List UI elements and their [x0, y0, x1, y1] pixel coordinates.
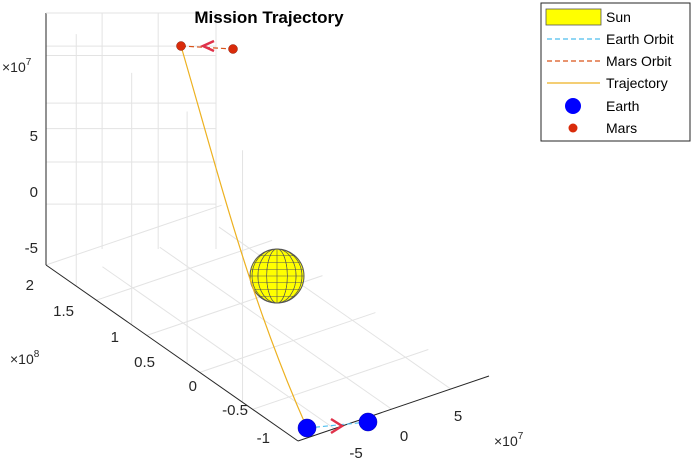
y-tick-label-4: 1 — [111, 329, 119, 346]
plot-series — [176, 39, 378, 438]
chart-title: Mission Trajectory — [194, 8, 344, 27]
legend-box — [540, 2, 691, 142]
y-tick-label-3: 0.5 — [134, 354, 155, 371]
earth-orbit-line — [306, 421, 369, 429]
legend-entry-sun: Sun — [545, 8, 631, 26]
y-tick-label-1: -0.5 — [222, 402, 248, 419]
y-tick-label-2: 0 — [189, 378, 197, 395]
legend-label: Sun — [606, 9, 631, 25]
x-multiplier-base: ×10 — [494, 433, 518, 449]
legend-entry-earth: Earth — [565, 98, 639, 114]
earth-marker-start — [297, 418, 317, 438]
grid-line-floor-y-3 — [96, 239, 273, 301]
z-axis-multiplier: ×107 — [2, 57, 32, 75]
y-multiplier-exponent: 8 — [34, 349, 40, 360]
tick-labels: -5 0 5 -1 -0.5 0 0.5 1 1.5 2 -5 0 5 — [25, 128, 463, 462]
x-axis-line — [297, 375, 490, 442]
z-multiplier-base: ×10 — [2, 59, 26, 75]
grid-line-floor-y-4 — [45, 204, 222, 266]
legend-swatch — [565, 98, 581, 114]
y-tick-label-6: 2 — [26, 277, 34, 294]
legend: Sun Earth Orbit Mars Orbit Trajectory Earth M… — [540, 2, 691, 142]
grid-line-floor-x-2 — [218, 226, 452, 390]
mars-direction-arrow — [199, 39, 215, 53]
z-tick-label-2: 5 — [30, 128, 38, 145]
y-axis-line — [45, 264, 299, 442]
x-tick-label-1: 0 — [400, 428, 408, 445]
legend-label: Mars Orbit — [606, 53, 671, 69]
x-axis-multiplier: ×107 — [494, 431, 524, 449]
legend-swatch — [545, 8, 602, 26]
trajectory-line — [180, 45, 308, 429]
grid-line-floor-y-0 — [252, 349, 429, 410]
legend-entry-mars-orbit: Mars Orbit — [547, 53, 671, 69]
x-multiplier-exponent: 7 — [518, 431, 524, 442]
y-tick-label-0: -1 — [257, 430, 270, 447]
x-tick-label-0: -5 — [349, 445, 362, 462]
y-multiplier-base: ×10 — [10, 351, 34, 367]
mars-marker-start — [176, 41, 186, 51]
sun-sphere — [249, 248, 305, 304]
y-tick-label-5: 1.5 — [53, 303, 74, 320]
legend-label: Earth — [606, 98, 639, 114]
mars-marker-end — [228, 44, 238, 54]
earth-marker-end — [358, 412, 378, 432]
z-multiplier-exponent: 7 — [26, 57, 32, 68]
earth-direction-arrow — [330, 417, 345, 435]
grid-line-floor-x-1 — [159, 246, 392, 410]
legend-label: Mars — [606, 120, 637, 136]
legend-entry-mars: Mars — [568, 120, 637, 136]
z-tick-label-1: 0 — [30, 184, 38, 201]
legend-label: Earth Orbit — [606, 31, 674, 47]
legend-swatch — [568, 123, 578, 133]
legend-entry-trajectory: Trajectory — [547, 75, 668, 91]
axes-grid — [45, 12, 490, 442]
z-tick-label-0: -5 — [25, 240, 38, 257]
grid-line-floor-y-1 — [199, 312, 376, 373]
legend-entry-earth-orbit: Earth Orbit — [547, 31, 674, 47]
legend-label: Trajectory — [606, 75, 668, 91]
x-tick-label-2: 5 — [454, 408, 462, 425]
y-axis-multiplier: ×108 — [10, 349, 40, 367]
